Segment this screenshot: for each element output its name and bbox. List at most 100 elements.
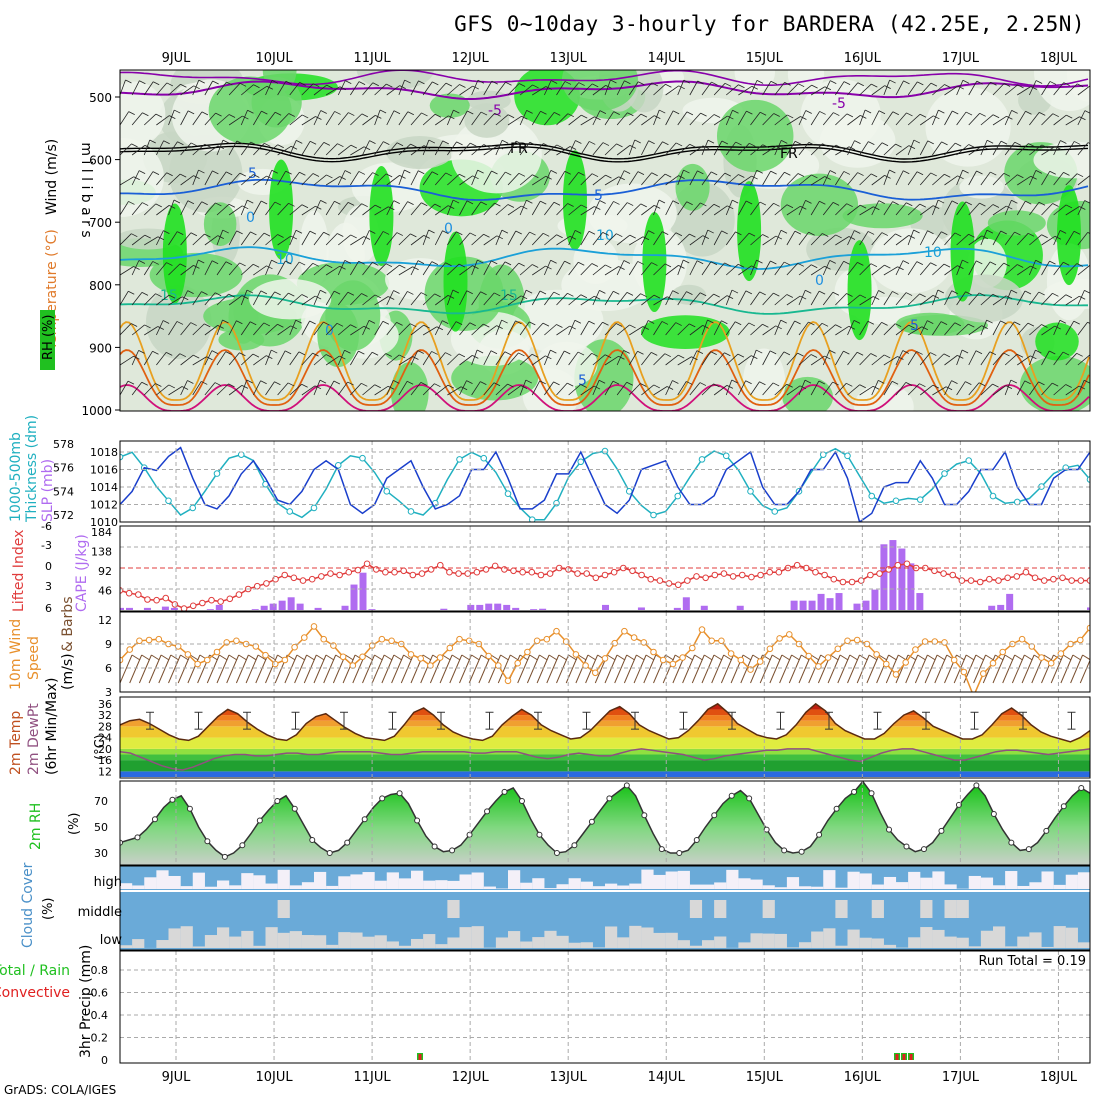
wind-barb: [507, 352, 519, 366]
wind-barb-flag: [296, 140, 303, 144]
rh-point: [379, 795, 386, 802]
wind-barb-flag: [751, 85, 758, 90]
surface-wind-barb: [381, 654, 395, 684]
wind-barb: [434, 262, 446, 276]
wind-barb-flag: [986, 319, 993, 324]
wind-barb: [519, 174, 533, 186]
precip-label: 3hr Precip (mm): [78, 945, 94, 1058]
li-line-point: [1059, 574, 1066, 582]
cape-bar: [1006, 593, 1014, 610]
wind-barb-flag: [711, 81, 718, 86]
wind-barb: [1053, 384, 1066, 396]
li-line-point: [290, 574, 298, 582]
wind-barb: [689, 292, 701, 306]
wind-barb: [835, 383, 847, 396]
wind-barb-flag: [142, 112, 149, 117]
cape-bar: [880, 544, 888, 610]
cape-bar: [296, 603, 304, 610]
wind-barb-flag: [932, 295, 940, 299]
wind-barb-flag: [981, 325, 988, 329]
wind-barb-flag: [271, 80, 279, 84]
wind-barb-flag: [347, 291, 355, 296]
wind-speed-line-point: [524, 648, 531, 656]
wind-barb-flag: [891, 380, 899, 385]
wind-barb-flag: [520, 295, 528, 300]
wind-barbs: [120, 79, 1090, 396]
wind-barb: [919, 262, 931, 276]
wind-barb: [325, 380, 335, 396]
wind-barb-flag: [253, 84, 260, 89]
wind-barb: [798, 231, 809, 246]
wind-barb-flag: [721, 230, 728, 235]
wind-barb-flag: [629, 234, 636, 239]
wind-barb-flag: [152, 261, 159, 265]
wind-barb-flag: [543, 143, 550, 147]
rh-point: [309, 837, 316, 843]
wind-barb: [604, 291, 614, 306]
wind-barb: [701, 81, 712, 96]
wind-barb: [641, 115, 655, 126]
li-line-point: [986, 575, 993, 583]
wind-barb-flag: [903, 80, 910, 85]
wind-barb: [459, 265, 473, 276]
surface-wind-barb: [362, 654, 375, 684]
wind-barb: [301, 173, 314, 186]
wind-barb: [337, 80, 346, 96]
wind-barb-flag: [225, 171, 233, 176]
wind-barb: [313, 200, 321, 216]
slp-label: SLP (mb): [40, 459, 56, 522]
wind-barb-flag: [358, 350, 365, 355]
wind-barb: [1053, 351, 1064, 366]
wind-barb-flag: [613, 201, 620, 205]
wind-barb-flag: [521, 115, 528, 120]
surface-wind-barb: [769, 654, 783, 684]
rh-axis-label: 2m RH: [28, 803, 44, 850]
cape-bar: [907, 563, 915, 610]
wind-barb-flag: [848, 236, 856, 240]
cape-bar: [206, 609, 214, 610]
wind-barb-flag: [564, 260, 571, 265]
cape-bar: [988, 605, 996, 610]
wind-barb: [580, 173, 593, 186]
wind-barb-flag: [735, 141, 742, 146]
wind-speed-line-point: [504, 677, 512, 685]
surface-wind-barb: [827, 654, 841, 684]
wind-barb-flag: [794, 320, 801, 325]
surface-wind-barb: [1089, 681, 1090, 683]
surface-wind-barb: [391, 654, 405, 684]
wind-barb: [544, 324, 557, 336]
wind-barb-flag: [539, 290, 547, 295]
wind-barb-flag: [385, 353, 392, 357]
wind-barb-flag: [553, 381, 560, 386]
wind-barb-flag: [759, 111, 767, 116]
wind-barb: [859, 141, 869, 156]
wind-barb-flag: [477, 79, 485, 84]
wind-barb-flag: [623, 170, 631, 174]
cloud-high: [702, 884, 715, 889]
surface-wind-flag: [568, 654, 577, 661]
wind-barb-flag: [163, 140, 170, 145]
wind-barb-flag: [239, 172, 247, 177]
wind-barb: [931, 289, 939, 306]
wind-barb: [374, 173, 387, 186]
wind-barb-flag: [396, 232, 403, 236]
wind-barb: [762, 292, 774, 306]
wind-barb-flag: [480, 381, 487, 385]
wind-barb: [277, 325, 291, 336]
date-label-bottom: 16JUL: [844, 1070, 882, 1085]
wind-barb: [495, 261, 506, 276]
wind-barb: [629, 326, 644, 336]
wind-barb-flag: [155, 113, 163, 118]
wind-barb-flag: [1060, 140, 1067, 144]
contour-label: 10: [276, 252, 294, 268]
wind-barb-flag: [480, 291, 487, 296]
wind-barb: [895, 260, 904, 276]
wind-barb: [350, 146, 365, 156]
pressure-axis-label: m i l l i b a r s: [78, 142, 94, 237]
wind-barb-flag: [326, 264, 333, 269]
wind-barb: [774, 294, 788, 306]
wind-barb: [277, 113, 290, 126]
wind-barb-flag: [986, 139, 994, 144]
rh-point: [1008, 839, 1015, 846]
cloud-low: [265, 927, 278, 948]
